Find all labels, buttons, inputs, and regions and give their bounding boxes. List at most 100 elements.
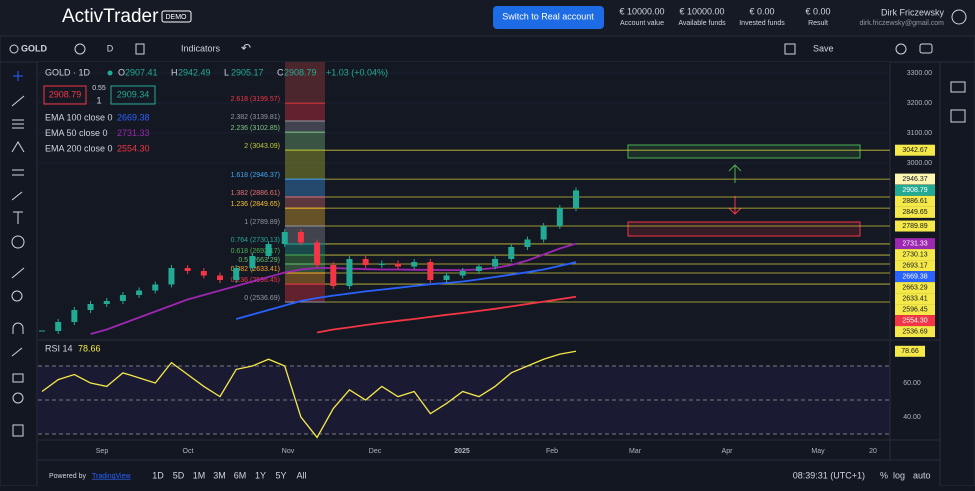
time-label: May xyxy=(811,448,825,455)
candle-body xyxy=(346,259,353,287)
range-button[interactable]: All xyxy=(296,470,306,480)
switch-button[interactable] xyxy=(493,6,604,29)
ask-box[interactable] xyxy=(110,85,156,105)
lock-tool[interactable] xyxy=(12,373,24,383)
spread: 0.55 xyxy=(92,85,106,92)
time-label: Oct xyxy=(183,448,194,455)
measure-tool[interactable] xyxy=(11,267,25,279)
undo[interactable]: ↶ xyxy=(241,41,251,55)
delete-tool[interactable] xyxy=(12,424,24,437)
visibility-tool[interactable] xyxy=(12,392,24,404)
chart-type-icon[interactable] xyxy=(135,43,145,55)
rsi-last: 78.66 xyxy=(78,343,101,353)
switch-label[interactable]: Switch to Real account xyxy=(502,11,594,21)
fib-label: 0.382 (2633.41) xyxy=(231,266,280,273)
ohlc-value: 2907.41 xyxy=(125,67,158,77)
candle-body xyxy=(475,266,482,272)
stat-value: € 10000.00 xyxy=(679,6,724,16)
auto-toggle[interactable]: auto xyxy=(913,470,931,480)
settings-icon[interactable] xyxy=(895,43,907,55)
bid-box[interactable] xyxy=(43,85,87,105)
y-tick-label: 3200.00 xyxy=(907,100,932,107)
range-button[interactable]: 5D xyxy=(173,470,185,480)
price-label-box xyxy=(895,293,935,305)
layout-icon[interactable] xyxy=(784,43,796,55)
price-label: 2908.79 xyxy=(902,187,927,194)
fib-label: 0.618 (2693.17) xyxy=(231,248,280,255)
ohlc-value: 2908.79 xyxy=(284,67,317,77)
trendline-tool[interactable] xyxy=(11,95,25,107)
ohlc-value: 2942.49 xyxy=(178,67,211,77)
range-button[interactable]: 5Y xyxy=(275,470,286,480)
fib-zone xyxy=(285,255,325,265)
candle-body xyxy=(362,259,369,266)
candle-body xyxy=(281,232,288,245)
brush-tool[interactable] xyxy=(11,191,23,201)
price-label-box xyxy=(895,260,935,272)
price-label: 2596.45 xyxy=(902,306,927,313)
up-arrow xyxy=(728,164,742,183)
range-button[interactable]: 6M xyxy=(234,470,247,480)
candle-body xyxy=(55,322,62,332)
price-label-box xyxy=(895,249,935,261)
fib-zone xyxy=(285,208,325,227)
rsi-last-box xyxy=(895,345,925,357)
fib-zone xyxy=(285,132,325,151)
forecast-tool[interactable] xyxy=(12,169,24,176)
range-button[interactable]: 3M xyxy=(213,470,226,480)
fib-label: 0 (2536.69) xyxy=(244,295,280,302)
price-label: 2536.69 xyxy=(902,328,927,335)
chat-icon[interactable] xyxy=(950,109,966,123)
pattern-tool[interactable] xyxy=(11,141,25,153)
candle-body xyxy=(427,262,434,281)
crosshair-tool[interactable] xyxy=(13,71,23,81)
magnet-tool[interactable] xyxy=(12,322,24,334)
candle-body xyxy=(314,242,321,266)
ema-legend-name: EMA 100 close 0 xyxy=(45,112,113,122)
range-button[interactable]: 1D xyxy=(152,470,164,480)
stat-value: € 0.00 xyxy=(749,6,774,16)
user-menu-icon[interactable] xyxy=(951,9,967,25)
tradingview-link[interactable]: TradingView xyxy=(92,473,131,480)
price-label-box xyxy=(895,326,935,338)
candle-body xyxy=(152,284,159,291)
zoom-tool[interactable] xyxy=(11,290,23,302)
candle-body xyxy=(524,239,531,248)
price-label-box xyxy=(895,271,935,283)
add-symbol[interactable] xyxy=(74,43,86,55)
symbol[interactable]: GOLD xyxy=(21,43,47,53)
emoji-tool[interactable] xyxy=(11,235,25,249)
fib-label: 2.618 (3199.57) xyxy=(231,96,280,103)
search-icon[interactable] xyxy=(9,44,19,54)
candle-body xyxy=(573,190,579,209)
range-button[interactable]: 1M xyxy=(193,470,206,480)
candle-body xyxy=(119,295,126,302)
log-toggle[interactable]: log xyxy=(893,470,905,480)
time-label: Feb xyxy=(546,448,558,455)
save[interactable]: Save xyxy=(813,43,834,53)
rsi-tick-label: 60.00 xyxy=(903,380,921,387)
candle-body xyxy=(265,244,272,257)
y-tick-label: 3100.00 xyxy=(907,130,932,137)
candle-body xyxy=(233,268,240,281)
text-tool[interactable] xyxy=(13,211,23,224)
indicators[interactable]: Indicators xyxy=(181,43,221,53)
lock-draw-tool[interactable] xyxy=(11,347,23,357)
price-label-box xyxy=(895,238,935,250)
ohlc-key: H xyxy=(171,67,178,77)
candle-body xyxy=(297,232,304,243)
range-button[interactable]: 1Y xyxy=(255,470,266,480)
price-label-box xyxy=(895,304,935,316)
percent-toggle[interactable]: % xyxy=(880,470,888,480)
camera-icon[interactable] xyxy=(919,43,933,54)
rsi-tick-label: 40.00 xyxy=(903,414,921,421)
ask: 2909.34 xyxy=(117,89,150,99)
mail-icon[interactable] xyxy=(950,81,966,93)
fib-tool[interactable] xyxy=(12,119,24,129)
interval[interactable]: D xyxy=(107,43,114,53)
time-label: Dec xyxy=(369,448,382,455)
badge: DEMO xyxy=(166,14,188,21)
price-label: 2886.61 xyxy=(902,198,927,205)
stat-label: Invested funds xyxy=(739,20,785,27)
left-toolbar xyxy=(0,61,38,487)
